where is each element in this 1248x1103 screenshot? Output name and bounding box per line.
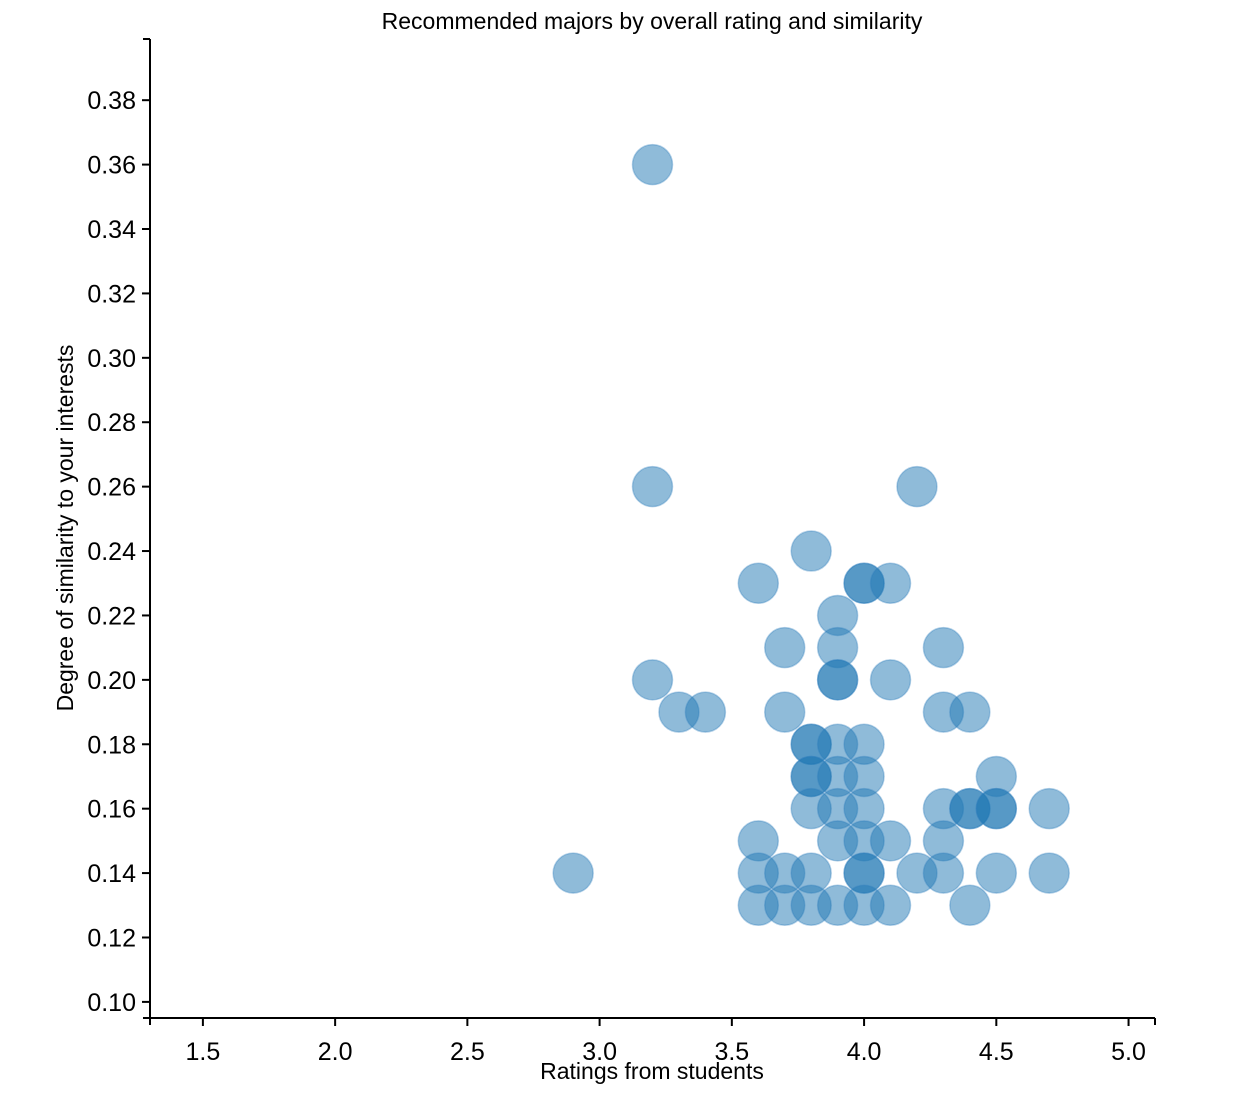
scatter-point[interactable]: [896, 465, 938, 508]
scatter-point[interactable]: [631, 465, 674, 508]
x-axis-ticks: 1.5 2.0 2.5 3.0 3.5 4.0 4.5 5.0: [186, 1018, 1146, 1066]
x-tick-label: 4.5: [979, 1038, 1014, 1066]
y-tick-label: 0.32: [87, 280, 136, 308]
scatter-point[interactable]: [869, 884, 912, 927]
y-tick-label: 0.28: [87, 409, 136, 437]
y-tick-label: 0.22: [87, 602, 136, 630]
scatter-point[interactable]: [949, 691, 991, 733]
x-tick-label: 4.0: [847, 1038, 882, 1066]
y-axis-title: Degree of similarity to your interests: [52, 345, 78, 712]
scatter-point[interactable]: [763, 691, 806, 733]
scatter-point[interactable]: [763, 626, 806, 669]
y-tick-label: 0.34: [87, 216, 136, 244]
scatter-point[interactable]: [922, 626, 965, 669]
scatter-point[interactable]: [816, 659, 859, 701]
y-tick-label: 0.26: [87, 474, 136, 502]
y-tick-label: 0.16: [87, 796, 136, 824]
x-axis-title: Ratings from students: [540, 1058, 764, 1084]
y-tick-label: 0.38: [87, 87, 136, 115]
scatter-point[interactable]: [737, 562, 780, 604]
scatter-point[interactable]: [975, 787, 1018, 830]
x-tick-label: 2.0: [318, 1038, 353, 1066]
scatter-point[interactable]: [869, 659, 912, 701]
scatter-point[interactable]: [1028, 787, 1070, 830]
scatter-point[interactable]: [684, 691, 727, 733]
points-layer: [552, 143, 1070, 927]
scatter-point[interactable]: [949, 884, 991, 927]
x-tick-label: 5.0: [1111, 1038, 1146, 1066]
x-tick-label: 2.5: [450, 1038, 485, 1066]
x-tick-label: 3.0: [582, 1038, 617, 1066]
scatter-point[interactable]: [631, 659, 674, 701]
y-tick-label: 0.20: [87, 667, 136, 695]
y-tick-label: 0.24: [87, 538, 136, 566]
scatter-point[interactable]: [1028, 852, 1070, 894]
y-tick-label: 0.12: [87, 924, 136, 952]
scatter-point[interactable]: [552, 852, 594, 894]
scatter-point[interactable]: [869, 562, 912, 604]
y-tick-label: 0.18: [87, 731, 136, 759]
y-tick-label: 0.30: [87, 345, 136, 373]
y-tick-label: 0.14: [87, 860, 136, 888]
chart-title: Recommended majors by overall rating and…: [382, 8, 923, 34]
scatter-point[interactable]: [869, 820, 912, 862]
x-tick-label: 1.5: [186, 1038, 221, 1066]
scatter-point[interactable]: [922, 852, 965, 894]
y-tick-label: 0.36: [87, 152, 136, 180]
scatter-point[interactable]: [631, 143, 674, 186]
scatter-point[interactable]: [975, 852, 1018, 894]
x-tick-label: 3.5: [714, 1038, 749, 1066]
y-axis-ticks: 0.10 0.12 0.14 0.16 0.18 0.20 0.22 0.24 0.26 0.28…: [87, 87, 150, 1017]
y-tick-label: 0.10: [87, 989, 136, 1017]
scatter-point[interactable]: [790, 530, 832, 572]
